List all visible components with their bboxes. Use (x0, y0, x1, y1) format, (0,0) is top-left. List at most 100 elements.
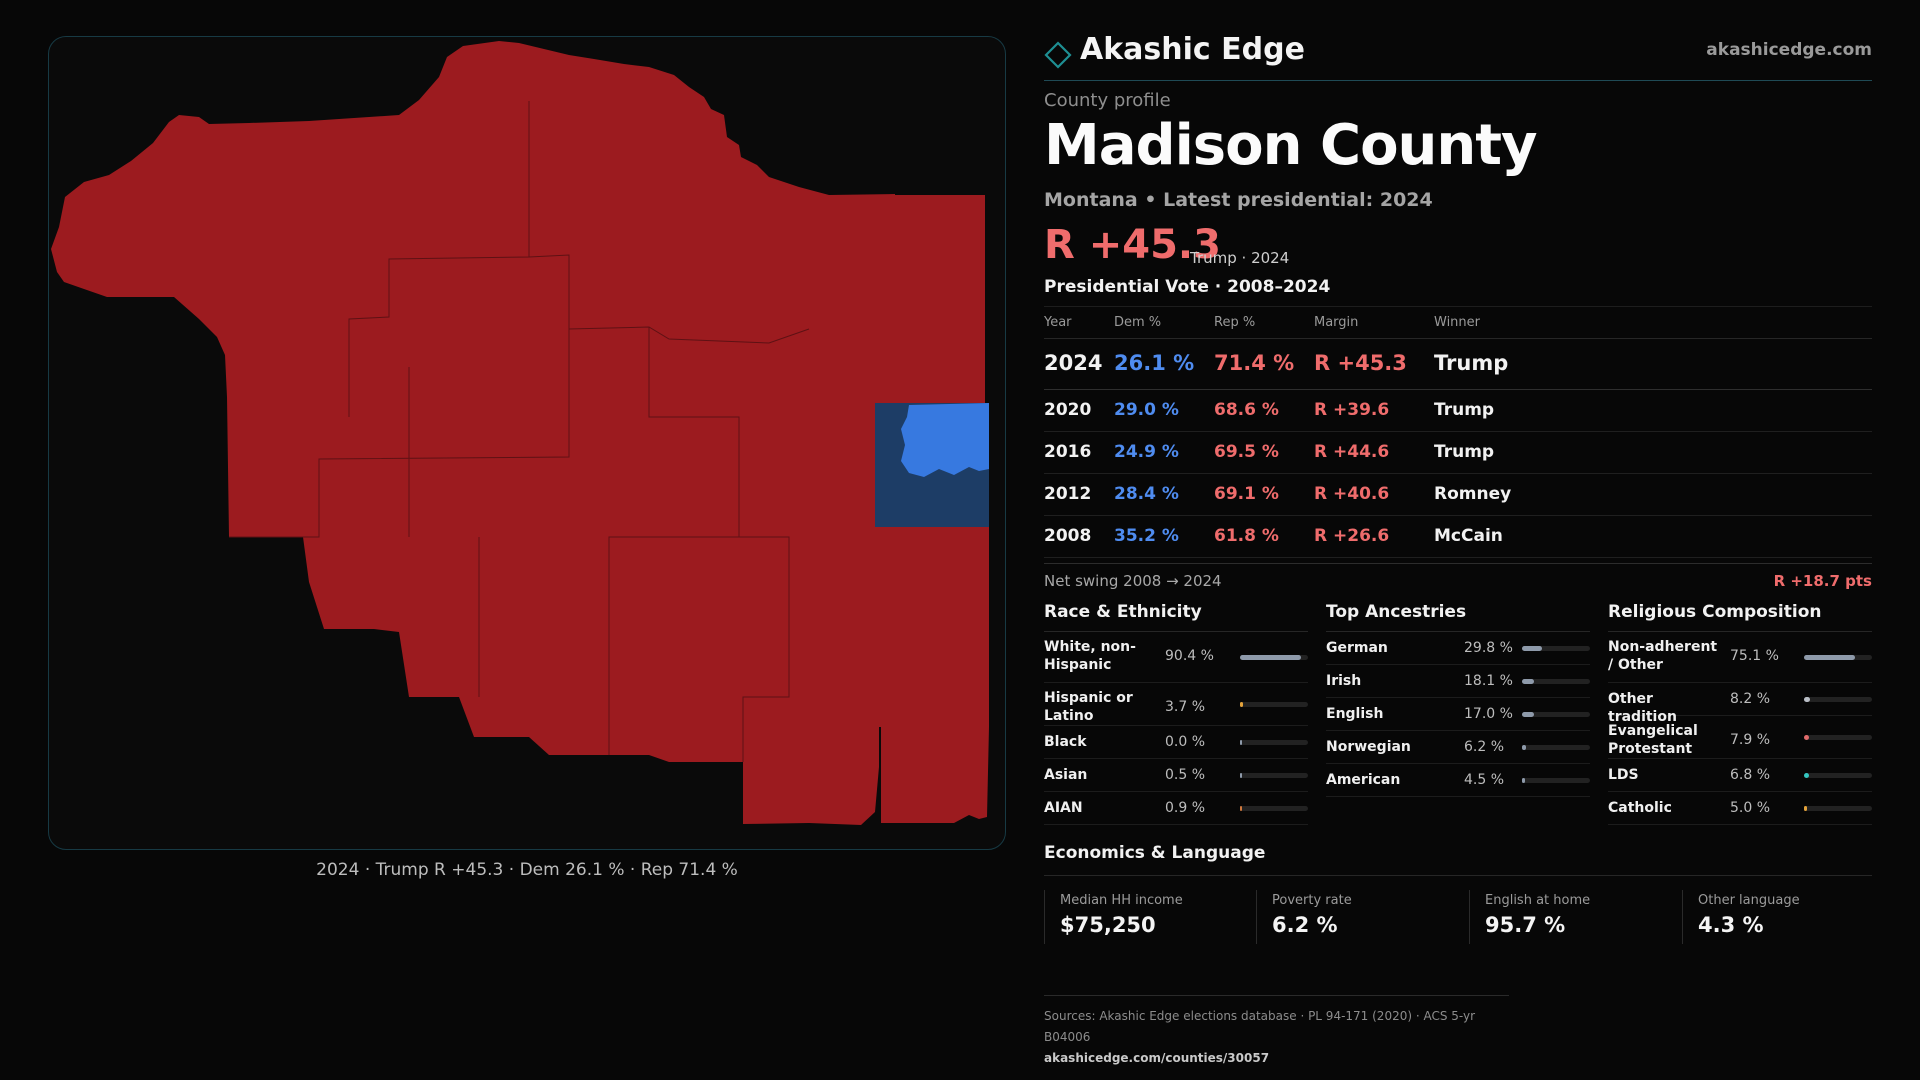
dem-county-shape[interactable] (901, 403, 989, 477)
religion-title: Religious Composition (1608, 600, 1872, 632)
rep-county-southeast[interactable] (881, 727, 989, 823)
econ-label: English at home (1485, 893, 1591, 908)
table-row[interactable]: 2020 29.0 % 68.6 % R +39.6 Trump (1044, 390, 1872, 432)
stat-bar-fill (1522, 646, 1543, 651)
ancestry-title: Top Ancestries (1326, 600, 1590, 632)
cell-winner: Trump (1434, 351, 1509, 375)
stat-bar-track (1240, 773, 1308, 778)
vote-table: Year Dem % Rep % Margin Winner 2024 26.1… (1044, 306, 1872, 558)
cell-year: 2016 (1044, 442, 1092, 462)
stat-row[interactable]: American 4.5 % (1326, 764, 1590, 797)
header-margin: Margin (1314, 315, 1359, 330)
stat-bar-track (1240, 806, 1308, 811)
header-rep: Rep % (1214, 315, 1256, 330)
net-swing-label: Net swing 2008 → 2024 (1044, 572, 1222, 590)
race-title: Race & Ethnicity (1044, 600, 1308, 632)
stat-bar-fill (1522, 745, 1527, 750)
econ-value: 95.7 % (1485, 913, 1566, 937)
stat-row[interactable]: German 29.8 % (1326, 632, 1590, 665)
county-map[interactable] (48, 36, 1006, 850)
stat-bar-fill (1804, 773, 1809, 778)
stat-label: LDS (1608, 767, 1639, 783)
cell-year: 2008 (1044, 526, 1092, 546)
stat-bar-fill (1522, 712, 1534, 717)
stat-label: Hispanic or Latino (1044, 690, 1133, 724)
stat-bar-fill (1522, 778, 1526, 783)
stat-row[interactable]: Asian 0.5 % (1044, 759, 1308, 792)
stat-row[interactable]: Other tradition 8.2 % (1608, 683, 1872, 725)
stat-bar-track (1804, 773, 1872, 778)
cell-year: 2024 (1044, 351, 1103, 375)
county-boundary-lines (229, 101, 810, 762)
stat-row[interactable]: Evangelical Protestant 7.9 % (1608, 716, 1872, 759)
header-dem: Dem % (1114, 315, 1162, 330)
stat-label: American (1326, 772, 1401, 788)
stat-value: 7.9 % (1730, 732, 1771, 748)
stat-label: Evangelical Protestant (1608, 723, 1698, 757)
stat-row[interactable]: Irish 18.1 % (1326, 665, 1590, 698)
stat-row[interactable]: Norwegian 6.2 % (1326, 731, 1590, 764)
stat-row[interactable]: English 17.0 % (1326, 698, 1590, 731)
table-row[interactable]: 2008 35.2 % 61.8 % R +26.6 McCain (1044, 516, 1872, 558)
stat-value: 90.4 % (1165, 648, 1214, 664)
cell-dem: 29.0 % (1114, 400, 1179, 420)
econ-label: Poverty rate (1272, 893, 1352, 908)
stat-bar-fill (1240, 655, 1302, 660)
stat-bar-track (1240, 655, 1308, 660)
stat-bar-fill (1240, 740, 1243, 745)
stat-label: English (1326, 706, 1384, 722)
stat-row[interactable]: Black 0.0 % (1044, 726, 1308, 759)
stat-bar-fill (1240, 773, 1243, 778)
cell-rep: 69.5 % (1214, 442, 1279, 462)
race-column: Race & Ethnicity White, non-Hispanic 90.4… (1044, 600, 1308, 825)
net-swing-row: Net swing 2008 → 2024 R +18.7 pts (1044, 563, 1872, 600)
cell-winner: McCain (1434, 526, 1503, 546)
header-winner: Winner (1434, 315, 1481, 330)
stat-row[interactable]: Hispanic or Latino 3.7 % (1044, 683, 1308, 726)
stat-label: Other tradition (1608, 691, 1677, 725)
table-row[interactable]: 2016 24.9 % 69.5 % R +44.6 Trump (1044, 432, 1872, 474)
stat-label: German (1326, 640, 1388, 656)
county-url-link[interactable]: akashicedge.com/counties/30057 (1044, 1051, 1270, 1065)
stat-row[interactable]: LDS 6.8 % (1608, 759, 1872, 792)
stat-label: Non-adherent / Other (1608, 639, 1718, 673)
stat-value: 0.0 % (1165, 734, 1206, 750)
table-row[interactable]: 2024 26.1 % 71.4 % R +45.3 Trump (1044, 339, 1872, 390)
econ-card: Other language 4.3 % (1682, 890, 1880, 944)
cell-dem: 26.1 % (1114, 351, 1195, 375)
table-row[interactable]: 2012 28.4 % 69.1 % R +40.6 Romney (1044, 474, 1872, 516)
stat-value: 6.2 % (1464, 739, 1505, 755)
stat-row[interactable]: White, non-Hispanic 90.4 % (1044, 632, 1308, 683)
stat-value: 0.9 % (1165, 800, 1206, 816)
sources-footer: Sources: Akashic Edge elections database… (1044, 995, 1509, 1069)
econ-card: Median HH income $75,250 (1044, 890, 1242, 944)
stat-value: 4.5 % (1464, 772, 1505, 788)
stat-bar-track (1804, 655, 1872, 660)
stat-row[interactable]: Non-adherent / Other 75.1 % (1608, 632, 1872, 683)
stat-label: Irish (1326, 673, 1362, 689)
stat-bar-track (1522, 712, 1590, 717)
cell-rep: 68.6 % (1214, 400, 1279, 420)
stat-label: Norwegian (1326, 739, 1411, 755)
cell-winner: Trump (1434, 442, 1495, 462)
brand-url-link[interactable]: akashicedge.com (1706, 40, 1872, 60)
cell-margin: R +40.6 (1314, 484, 1390, 504)
rep-county-east-lower[interactable] (875, 527, 989, 727)
rep-county-eastern-edge[interactable] (875, 195, 985, 403)
stat-row[interactable]: AIAN 0.9 % (1044, 792, 1308, 825)
vote-section-title: Presidential Vote · 2008–2024 (1044, 277, 1331, 297)
vote-table-header: Year Dem % Rep % Margin Winner (1044, 307, 1872, 339)
stat-bar-track (1804, 806, 1872, 811)
stat-value: 6.8 % (1730, 767, 1771, 783)
stat-bar-fill (1804, 655, 1856, 660)
stat-value: 8.2 % (1730, 691, 1771, 707)
stat-label: AIAN (1044, 800, 1083, 816)
religion-column: Religious Composition Non-adherent / Oth… (1608, 600, 1872, 825)
cell-winner: Trump (1434, 400, 1495, 420)
stat-bar-fill (1804, 735, 1810, 740)
cell-dem: 28.4 % (1114, 484, 1179, 504)
stat-row[interactable]: Catholic 5.0 % (1608, 792, 1872, 825)
cell-margin: R +39.6 (1314, 400, 1390, 420)
stat-value: 18.1 % (1464, 673, 1513, 689)
county-shape[interactable] (51, 41, 895, 825)
